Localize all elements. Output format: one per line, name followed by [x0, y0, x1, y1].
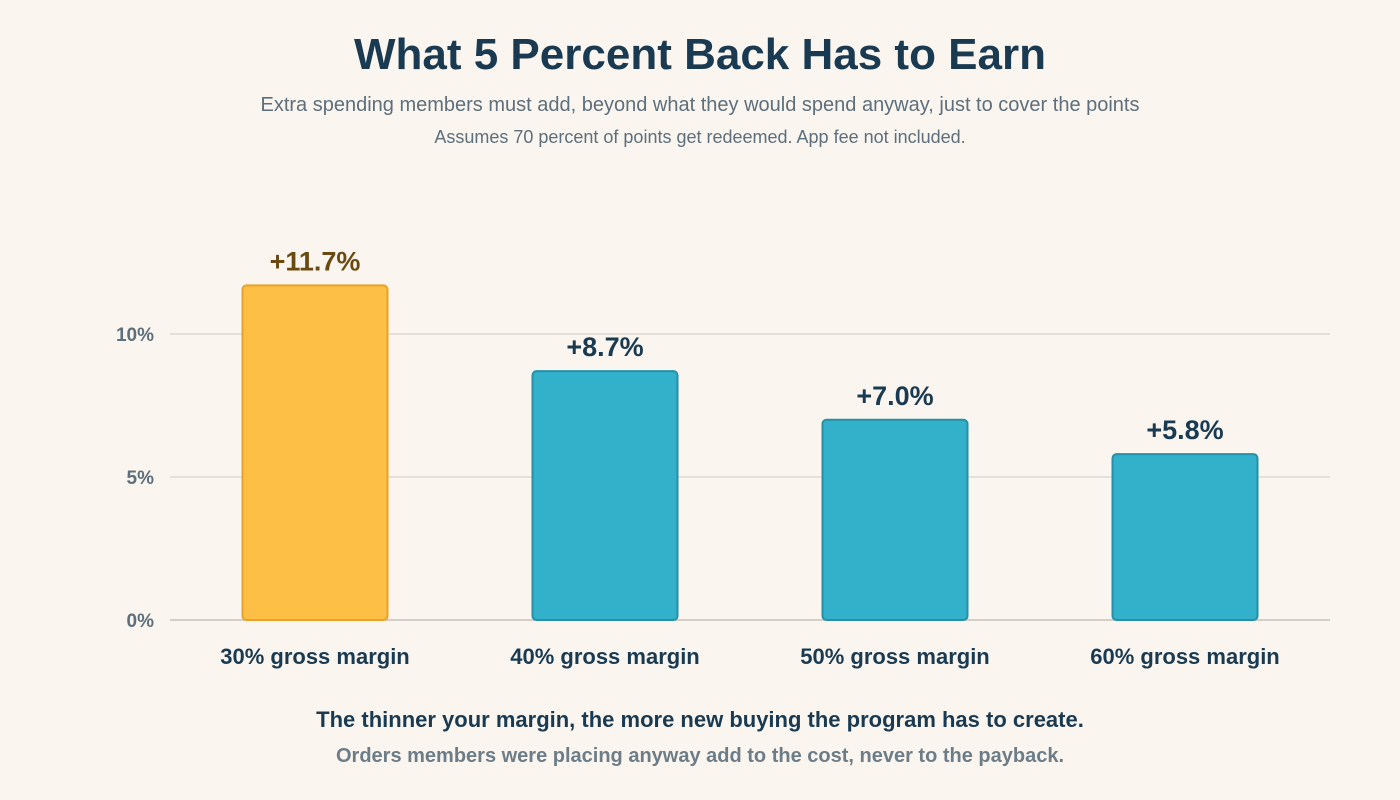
category-label: 40% gross margin — [510, 644, 700, 669]
bar-value-label: +11.7% — [270, 246, 361, 276]
x-axis-categories: 30% gross margin 40% gross margin 50% gros… — [220, 644, 1280, 669]
chart-title: What 5 Percent Back Has to Earn — [353, 30, 1046, 79]
takeaway-subline: Orders members were placing anyway add t… — [335, 745, 1065, 767]
y-tick-label: 0% — [127, 611, 155, 632]
category-label: 30% gross margin — [220, 644, 410, 669]
bar-4 — [1111, 453, 1259, 621]
bars — [241, 284, 1259, 621]
y-tick-label: 5% — [127, 468, 155, 489]
bar-2 — [531, 370, 679, 621]
bar-value-label: +8.7% — [566, 332, 643, 362]
value-labels: +11.7% +8.7% +7.0% +5.8% — [270, 246, 1224, 445]
chart-note: Assumes 70 percent of points get redeeme… — [434, 127, 966, 147]
y-axis-ticks: 0% 5% 10% — [116, 325, 154, 632]
bar-1 — [241, 284, 389, 621]
bar-value-label: +5.8% — [1146, 415, 1223, 445]
category-label: 50% gross margin — [800, 644, 990, 669]
y-tick-label: 10% — [116, 325, 154, 346]
takeaway-headline: The thinner your margin, the more new bu… — [316, 707, 1084, 732]
category-label: 60% gross margin — [1090, 644, 1280, 669]
bar-3 — [821, 418, 969, 621]
bar-value-label: +7.0% — [856, 381, 933, 411]
chart-subtitle: Extra spending members must add, beyond … — [260, 94, 1140, 116]
